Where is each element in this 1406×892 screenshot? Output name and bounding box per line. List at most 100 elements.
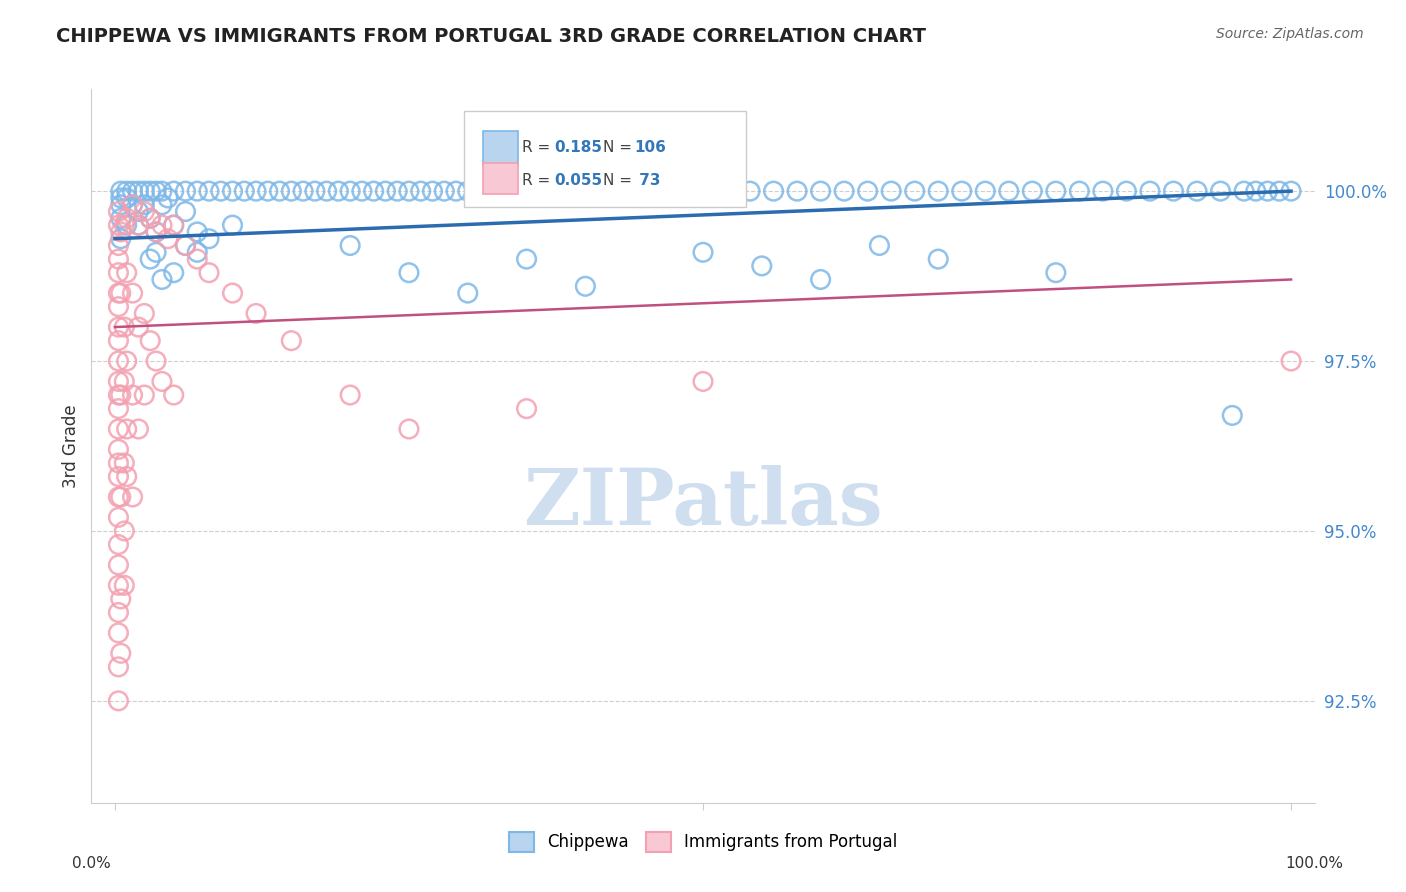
Point — [110, 211, 132, 226]
Point — [409, 184, 432, 198]
Point — [107, 266, 129, 280]
Point — [127, 218, 149, 232]
Point — [233, 184, 256, 198]
Point — [127, 422, 149, 436]
Point — [692, 245, 714, 260]
Point — [516, 252, 538, 266]
Point — [186, 184, 208, 198]
Point — [107, 456, 129, 470]
Point — [107, 204, 129, 219]
Point — [110, 591, 132, 606]
Point — [1279, 184, 1302, 198]
Point — [110, 232, 132, 246]
Point — [527, 184, 550, 198]
Point — [127, 218, 149, 232]
Point — [645, 184, 668, 198]
Point — [1139, 184, 1161, 198]
Point — [110, 225, 132, 239]
Point — [1069, 184, 1091, 198]
Point — [107, 320, 129, 334]
Point — [139, 252, 162, 266]
Point — [107, 401, 129, 416]
Point — [134, 204, 156, 219]
Point — [457, 286, 479, 301]
Point — [110, 490, 132, 504]
Point — [121, 388, 143, 402]
Point — [139, 334, 162, 348]
Point — [422, 184, 444, 198]
Point — [503, 184, 526, 198]
Point — [810, 272, 832, 286]
Point — [1091, 184, 1114, 198]
Point — [107, 300, 129, 314]
Point — [927, 252, 949, 266]
Text: 0.055: 0.055 — [554, 173, 602, 188]
Point — [328, 184, 350, 198]
Y-axis label: 3rd Grade: 3rd Grade — [62, 404, 80, 488]
Point — [751, 259, 773, 273]
Point — [145, 245, 167, 260]
Point — [339, 184, 361, 198]
Point — [134, 198, 156, 212]
FancyBboxPatch shape — [482, 130, 519, 166]
Point — [186, 245, 208, 260]
Point — [174, 204, 197, 219]
Point — [1220, 409, 1243, 423]
Point — [1244, 184, 1267, 198]
Point — [145, 354, 167, 368]
Point — [1257, 184, 1279, 198]
Point — [107, 422, 129, 436]
Point — [139, 211, 162, 226]
Point — [156, 232, 179, 246]
Point — [107, 694, 129, 708]
Point — [433, 184, 456, 198]
Point — [112, 456, 135, 470]
Point — [112, 524, 135, 538]
Point — [292, 184, 315, 198]
Point — [245, 184, 267, 198]
Point — [139, 211, 162, 226]
Point — [107, 660, 129, 674]
Point — [304, 184, 326, 198]
Point — [163, 388, 186, 402]
Text: 100.0%: 100.0% — [1285, 856, 1344, 871]
Text: 0.0%: 0.0% — [72, 856, 111, 871]
Point — [121, 198, 143, 212]
Point — [1279, 354, 1302, 368]
Point — [115, 191, 138, 205]
Point — [198, 232, 221, 246]
Point — [598, 184, 620, 198]
Point — [1045, 184, 1067, 198]
Point — [107, 334, 129, 348]
Point — [121, 286, 143, 301]
Point — [551, 184, 574, 198]
Point — [198, 184, 221, 198]
Point — [363, 184, 385, 198]
Point — [904, 184, 927, 198]
Point — [339, 238, 361, 252]
FancyBboxPatch shape — [464, 111, 745, 207]
Point — [110, 286, 132, 301]
Point — [762, 184, 785, 198]
Point — [150, 218, 173, 232]
Point — [107, 375, 129, 389]
Point — [150, 198, 173, 212]
Point — [1233, 184, 1256, 198]
Point — [692, 184, 714, 198]
Point — [121, 490, 143, 504]
Point — [112, 218, 135, 232]
Point — [221, 184, 243, 198]
Point — [163, 218, 186, 232]
Point — [145, 225, 167, 239]
Point — [107, 537, 129, 551]
Point — [1021, 184, 1043, 198]
Point — [174, 238, 197, 252]
Point — [107, 578, 129, 592]
Point — [107, 238, 129, 252]
Point — [110, 184, 132, 198]
Point — [107, 606, 129, 620]
Point — [186, 225, 208, 239]
Text: N =: N = — [603, 140, 637, 155]
Point — [115, 469, 138, 483]
Point — [198, 266, 221, 280]
